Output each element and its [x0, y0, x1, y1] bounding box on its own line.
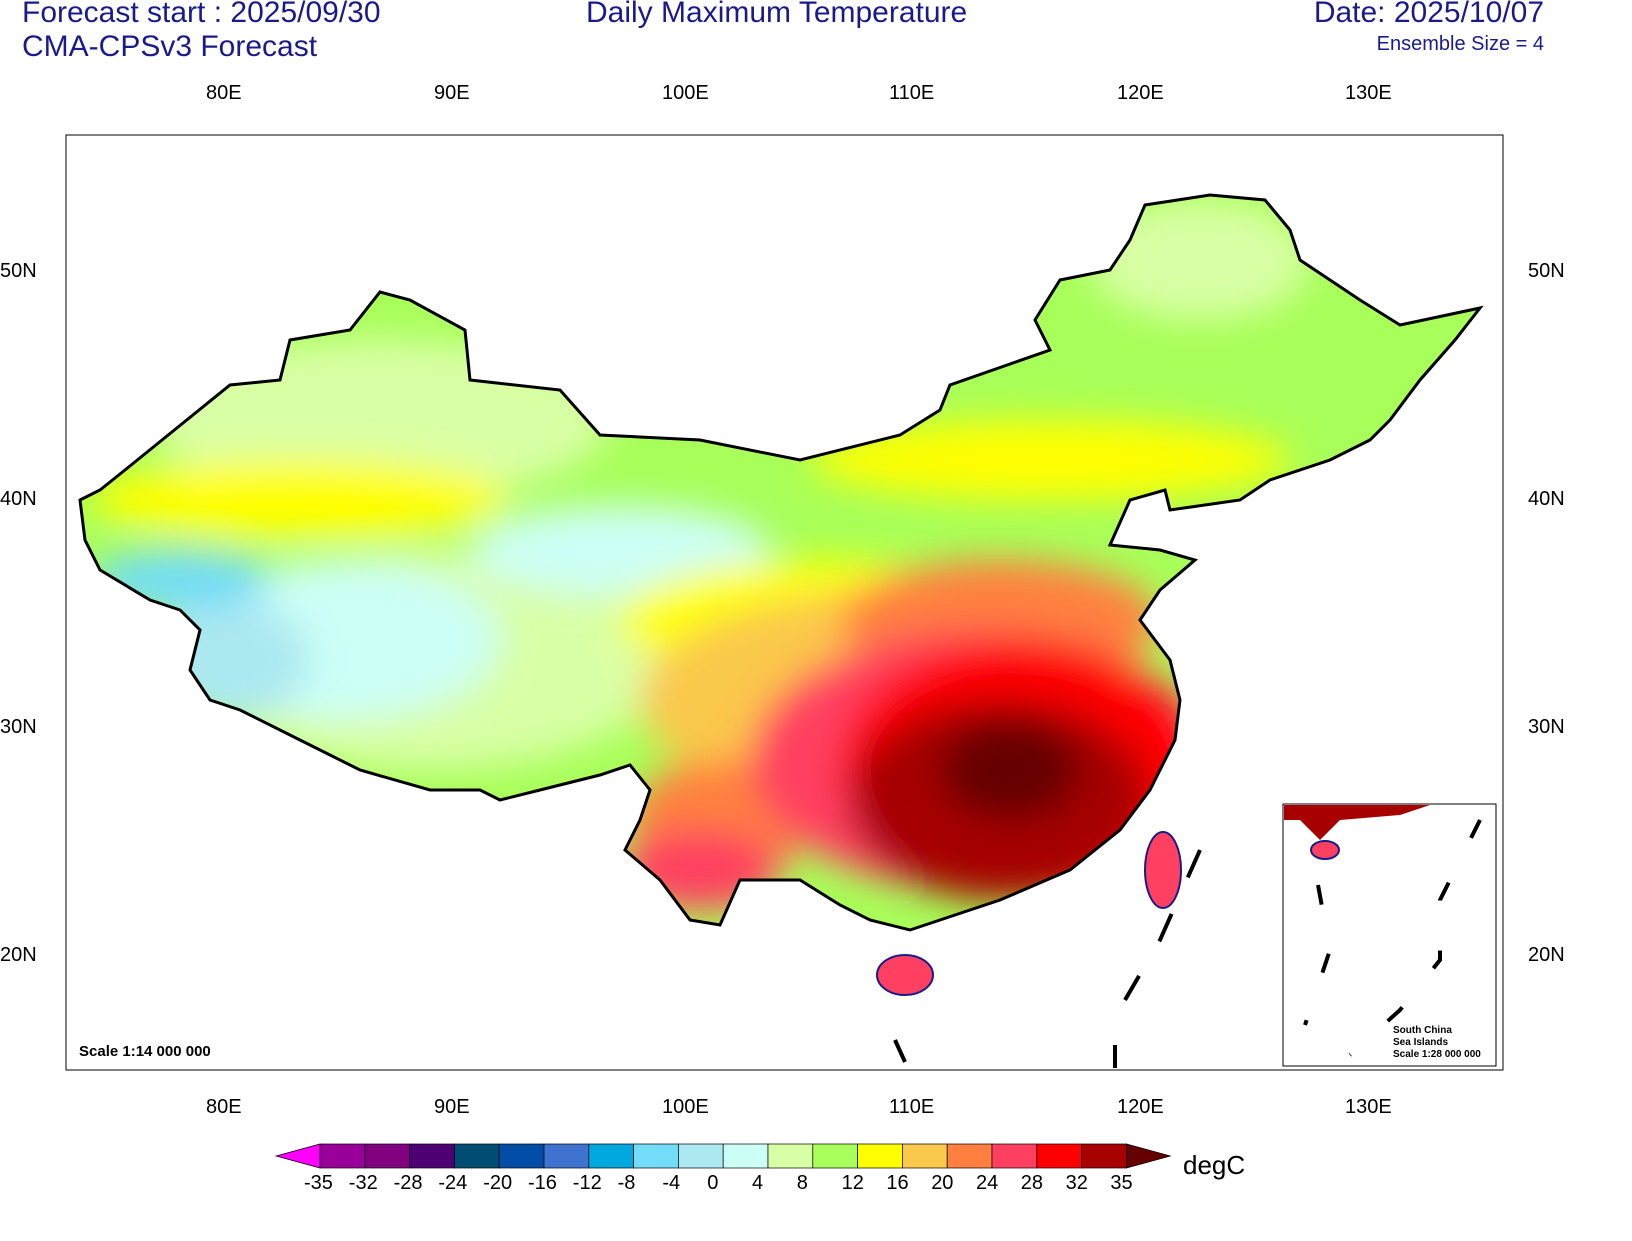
hainan-island	[876, 954, 934, 996]
lon-label: 80E	[206, 1096, 242, 1118]
colorbar-swatch	[633, 1143, 679, 1169]
lat-label: 20N	[1528, 944, 1565, 966]
colorbar-label: -35	[304, 1172, 333, 1194]
colorbar-swatch	[1126, 1143, 1172, 1169]
colorbar-swatch	[1036, 1143, 1082, 1169]
valid-date: Date: 2025/10/07	[1313, 0, 1544, 29]
lat-label: 50N	[0, 260, 37, 282]
lon-label: 80E	[206, 82, 242, 104]
colorbar-swatch	[902, 1143, 948, 1169]
colorbar-label: -20	[483, 1172, 513, 1194]
forecast-start: Forecast start : 2025/09/30	[22, 0, 381, 29]
colorbar	[274, 1143, 1172, 1169]
lon-label: 130E	[1345, 1096, 1392, 1118]
colorbar-swatch	[409, 1143, 455, 1169]
colorbar-label: 35	[1110, 1172, 1133, 1194]
colorbar-label: 24	[976, 1172, 999, 1194]
lat-label: 50N	[1528, 260, 1565, 282]
nine-dash-line	[893, 849, 1202, 1068]
colorbar-swatch	[812, 1143, 858, 1169]
colorbar-label: 28	[1020, 1172, 1044, 1194]
lon-label: 100E	[662, 1096, 709, 1118]
colorbar-label: -8	[617, 1172, 636, 1194]
colorbar-swatch	[678, 1143, 724, 1169]
lat-label: 40N	[1528, 488, 1565, 510]
lon-label: 120E	[1117, 1096, 1164, 1118]
colorbar-label: 20	[931, 1172, 954, 1194]
lat-label: 30N	[1528, 716, 1565, 738]
colorbar-swatch	[767, 1143, 814, 1169]
colorbar-swatch	[991, 1143, 1038, 1169]
lat-label: 20N	[0, 944, 37, 966]
colorbar-label: 8	[796, 1172, 808, 1194]
lon-label: 110E	[889, 1096, 935, 1118]
lon-label: 110E	[889, 82, 935, 104]
scale-label: Scale 1:14 000 000	[79, 1043, 211, 1060]
colorbar-swatch	[364, 1143, 410, 1169]
colorbar-swatch	[319, 1143, 366, 1169]
lon-label: 90E	[434, 1096, 470, 1118]
colorbar-label: -4	[662, 1172, 681, 1194]
colorbar-swatch	[857, 1143, 903, 1169]
colorbar-unit: degC	[1183, 1150, 1246, 1180]
map-title: Daily Maximum Temperature	[586, 0, 968, 29]
colorbar-label: 16	[886, 1172, 909, 1194]
taiwan-island	[1144, 831, 1182, 909]
colorbar-label: -24	[438, 1172, 468, 1194]
lon-label: 120E	[1117, 82, 1164, 104]
colorbar-label: 4	[752, 1172, 764, 1194]
colorbar-swatch	[946, 1143, 993, 1169]
colorbar-label: -28	[393, 1172, 423, 1194]
colorbar-swatch	[588, 1143, 634, 1169]
lon-label: 100E	[662, 82, 709, 104]
lat-label: 40N	[0, 488, 37, 510]
lon-label: 130E	[1345, 82, 1392, 104]
colorbar-label: -16	[528, 1172, 557, 1194]
colorbar-label: -12	[572, 1172, 602, 1194]
colorbar-label: -32	[348, 1172, 378, 1194]
colorbar-label: 32	[1065, 1172, 1088, 1194]
colorbar-swatch	[543, 1143, 590, 1169]
inset-line1: South China	[1393, 1025, 1452, 1036]
colorbar-label: 12	[841, 1172, 864, 1194]
inset-line2: Sea Islands	[1393, 1037, 1449, 1048]
colorbar-swatch	[722, 1143, 769, 1169]
colorbar-swatch	[498, 1143, 545, 1169]
colorbar-swatch	[274, 1143, 321, 1169]
lat-label: 30N	[0, 716, 37, 738]
ensemble-size: Ensemble Size = 4	[1376, 33, 1544, 55]
colorbar-label: 0	[707, 1172, 719, 1194]
lon-label: 90E	[434, 82, 470, 104]
colorbar-swatch	[1081, 1143, 1127, 1169]
inset-label: South China Sea Islands Scale 1:28 000 0…	[1393, 1025, 1481, 1061]
colorbar-swatch	[454, 1143, 500, 1169]
inset-line3: Scale 1:28 000 000	[1393, 1049, 1481, 1060]
model-name: CMA-CPSv3 Forecast	[22, 30, 318, 63]
